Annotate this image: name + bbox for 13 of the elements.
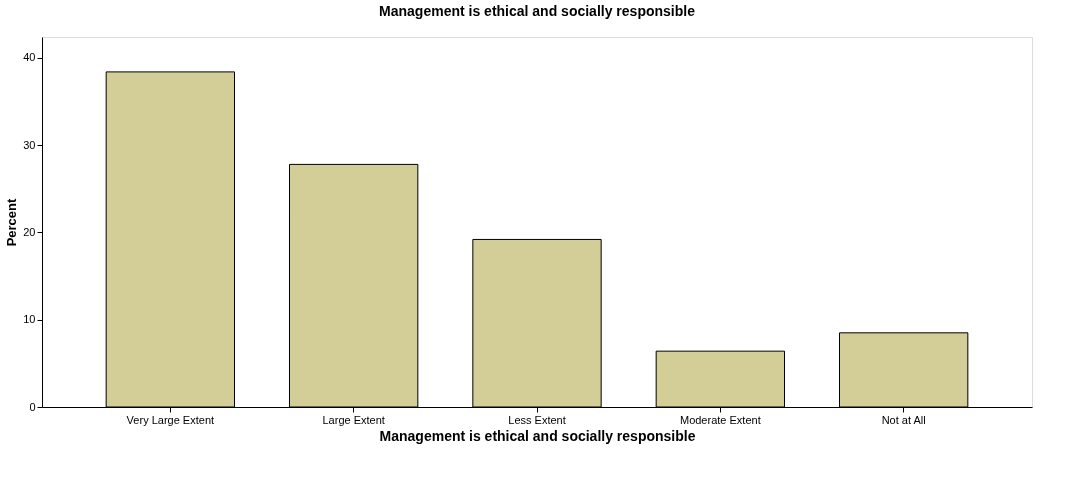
x-tick-label: Not at All <box>881 413 926 426</box>
y-tick-label: 30 <box>23 138 36 151</box>
y-tick-label: 40 <box>23 51 36 64</box>
y-tick-label: 20 <box>23 225 36 238</box>
x-tick-label: Large Extent <box>322 413 385 426</box>
y-tick-label: 0 <box>29 400 36 413</box>
x-tick-label: Very Large Extent <box>126 413 215 426</box>
y-tick-label: 10 <box>23 313 36 326</box>
x-tick-label: Less Extent <box>508 413 566 426</box>
x-tick-label: Moderate Extent <box>679 413 761 426</box>
x-axis-title: Management is ethical and socially responsible <box>379 427 696 444</box>
y-axis-title: Percent <box>4 197 20 247</box>
chart-title: Management is ethical and socially responsible <box>379 3 696 19</box>
